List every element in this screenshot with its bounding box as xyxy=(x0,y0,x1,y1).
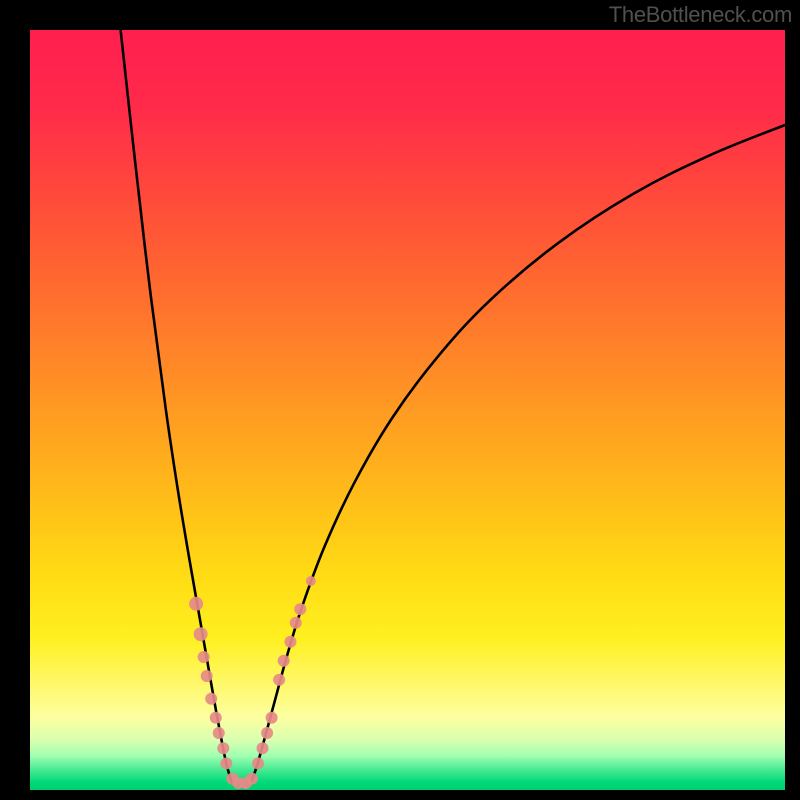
data-marker xyxy=(257,742,269,754)
data-marker xyxy=(217,742,229,754)
data-marker xyxy=(284,636,296,648)
data-marker xyxy=(278,655,290,667)
data-marker xyxy=(201,670,213,682)
data-marker xyxy=(306,576,316,586)
markers-layer xyxy=(30,30,785,790)
data-marker xyxy=(252,757,264,769)
data-marker xyxy=(261,727,273,739)
plot-area xyxy=(30,30,785,790)
watermark-text: TheBottleneck.com xyxy=(609,2,792,28)
data-marker xyxy=(194,627,208,641)
data-marker xyxy=(220,757,232,769)
data-marker xyxy=(290,617,302,629)
data-marker xyxy=(273,674,285,686)
data-marker xyxy=(210,712,222,724)
data-marker xyxy=(266,712,278,724)
data-marker xyxy=(198,651,210,663)
marker-group xyxy=(189,576,316,789)
data-marker xyxy=(189,597,203,611)
data-marker xyxy=(246,773,258,785)
data-marker xyxy=(205,693,217,705)
data-marker xyxy=(213,727,225,739)
figure-root: TheBottleneck.com xyxy=(0,0,800,800)
data-marker xyxy=(294,603,306,615)
